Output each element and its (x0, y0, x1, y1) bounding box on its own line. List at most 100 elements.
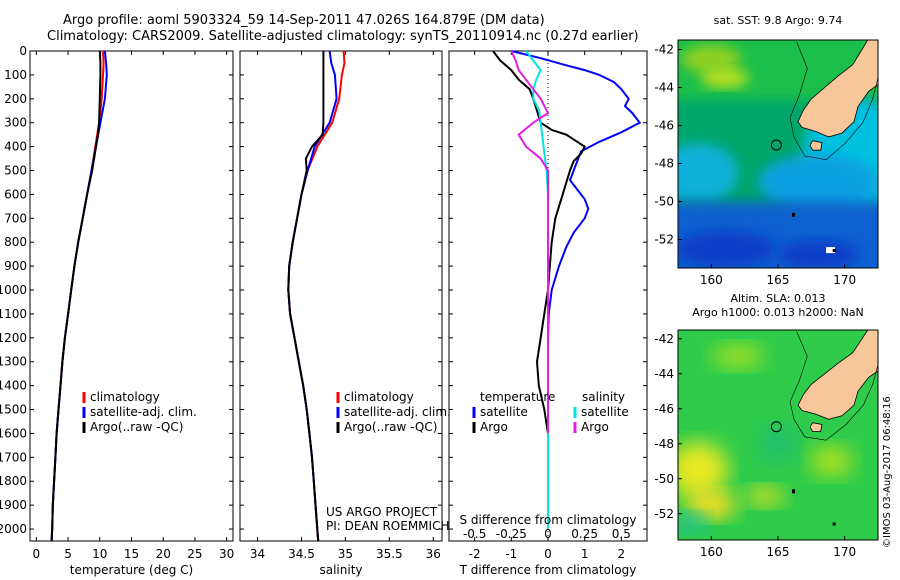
sla-low-patch (758, 425, 798, 462)
temperature-frame (29, 50, 234, 542)
legend-label: climatology (90, 390, 160, 404)
difference-secondary-xlabel: S difference from climatology (460, 513, 637, 527)
sla-map-xtick-label: 160 (700, 545, 723, 559)
difference-panel: -2 -1 0 1 2 T difference from climatology S di… (448, 50, 648, 577)
sla-high-patch (744, 486, 785, 507)
sla-map-field (678, 330, 878, 540)
temperature-series-line (50, 50, 102, 542)
salinity-xtick-label: 35 (338, 547, 353, 561)
difference-secondary-tick-label: -0.5 (463, 527, 486, 541)
land-stewart-island (809, 422, 823, 432)
sst-map-ytick-label: -52 (654, 233, 674, 247)
temperature-xtick-label: 10 (92, 547, 107, 561)
sst-map-ytick-label: -50 (654, 195, 674, 209)
land-auckland-islands (792, 212, 795, 217)
salinity-xtick-label: 34 (250, 547, 265, 561)
salinity-xtick-label: 34.5 (288, 547, 315, 561)
bathymetry-contour (789, 331, 878, 441)
difference-xtick-label: -1 (505, 547, 517, 561)
legend-label: satellite-adj. clim. (90, 405, 197, 419)
difference-xtick-label: 1 (581, 547, 589, 561)
sla-map-ytick-label: -42 (654, 332, 674, 346)
sla-map-title: Argo h1000: 0.013 h2000: NaN (692, 306, 864, 319)
sst-cold-patch (778, 240, 858, 268)
figure-title-line1: Argo profile: aoml 5903324_59 14-Sep-201… (63, 13, 545, 28)
temperature-xtick-label: 5 (64, 547, 72, 561)
sla-map-ytick-label: -52 (654, 507, 674, 521)
depth-tick-label: 0 (19, 44, 27, 58)
difference-xtick-label: 2 (618, 547, 626, 561)
sla-map-ytick-label: -50 (654, 472, 674, 486)
sla-high-patch (809, 445, 854, 478)
depth-tick-label: 1200 (0, 331, 27, 345)
sst-warm-patch (681, 45, 742, 73)
land-south-island (797, 40, 878, 138)
sst-missing-data (826, 247, 835, 254)
land-stewart-island (809, 140, 823, 151)
salinity-xlabel: salinity (319, 563, 362, 577)
sla-high-patch (712, 344, 764, 369)
depth-tick-label: 1800 (0, 474, 27, 488)
sst-map-ytick-label: -42 (654, 43, 674, 57)
difference-secondary-tick-label: -0.25 (496, 527, 527, 541)
sla-map-ytick-label: -46 (654, 402, 674, 416)
temperature-xlabel: temperature (deg C) (70, 563, 193, 577)
sla-map-xtick-label: 170 (833, 545, 856, 559)
legend-label: climatology (344, 390, 414, 404)
land-south-island (797, 330, 878, 420)
sla-map-title: Altim. SLA: 0.013 (730, 292, 825, 305)
project-annotation: US ARGO PROJECT (326, 505, 438, 519)
sst-cold-patch (678, 231, 775, 267)
sla-map-panel: 160 165 170 -42 -44 -46 -48 -50 -52 Altim. SLA: 0… (654, 292, 879, 559)
difference-series-line (511, 50, 642, 529)
legend-label: Argo (480, 420, 508, 434)
salinity-frame (239, 50, 443, 542)
depth-tick-label: 2000 (0, 522, 27, 536)
depth-tick-label: 1300 (0, 355, 27, 369)
depth-tick-label: 300 (4, 116, 27, 130)
sst-cool-patch (678, 143, 738, 203)
sla-map-xtick-label: 165 (767, 545, 790, 559)
land-campbell-island (832, 522, 836, 526)
argo-location-marker (770, 421, 782, 433)
salinity-xtick-label: 36 (426, 547, 441, 561)
argo-location-marker (770, 139, 782, 151)
sst-map-xtick-label: 165 (767, 273, 790, 287)
sst-cool-patch (758, 154, 878, 211)
sla-high-patch (678, 442, 728, 498)
temperature-xtick-label: 15 (124, 547, 139, 561)
salinity-series-line (287, 51, 325, 542)
legend-label: Argo(..raw -QC) (344, 420, 437, 434)
sst-map-panel: 160 165 170 -42 -44 -46 -48 -50 -52 sat. SST: 9.8… (654, 14, 879, 287)
difference-secondary-tick-label: 0.25 (571, 527, 598, 541)
temperature-panel: 0100200300400500600700800900100011001200… (0, 44, 234, 577)
salinity-panel: 34 34.5 35 35.5 36 salinity climatologysatelli… (239, 50, 451, 577)
depth-tick-label: 800 (4, 235, 27, 249)
legend-header: salinity (582, 390, 625, 404)
legend-label: satellite (581, 405, 629, 419)
depth-tick-label: 1500 (0, 403, 27, 417)
legend-label: Argo (581, 420, 609, 434)
depth-tick-label: 1100 (0, 307, 27, 321)
sst-map-title: sat. SST: 9.8 Argo: 9.74 (714, 14, 843, 27)
temperature-xtick-label: 20 (156, 547, 171, 561)
bathymetry-contour (789, 41, 878, 161)
difference-xtick-label: -2 (469, 547, 481, 561)
land-auckland-islands (792, 489, 795, 494)
difference-series-line (492, 50, 587, 529)
temperature-xtick-label: 25 (187, 547, 202, 561)
depth-tick-label: 500 (4, 164, 27, 178)
sla-map-ytick-label: -48 (654, 437, 674, 451)
difference-series-line (510, 50, 550, 434)
depth-tick-label: 1000 (0, 283, 27, 297)
depth-tick-label: 900 (4, 259, 27, 273)
salinity-xtick-label: 35.5 (376, 547, 403, 561)
legend-label: Argo(..raw -QC) (90, 420, 183, 434)
figure-title-line2: Climatology: CARS2009. Satellite-adjuste… (47, 29, 639, 44)
land-campbell-island (832, 249, 836, 252)
sst-map-ytick-label: -46 (654, 119, 674, 133)
depth-tick-label: 1400 (0, 379, 27, 393)
depth-tick-label: 1700 (0, 450, 27, 464)
depth-tick-label: 1600 (0, 426, 27, 440)
legend-label: satellite (480, 405, 528, 419)
